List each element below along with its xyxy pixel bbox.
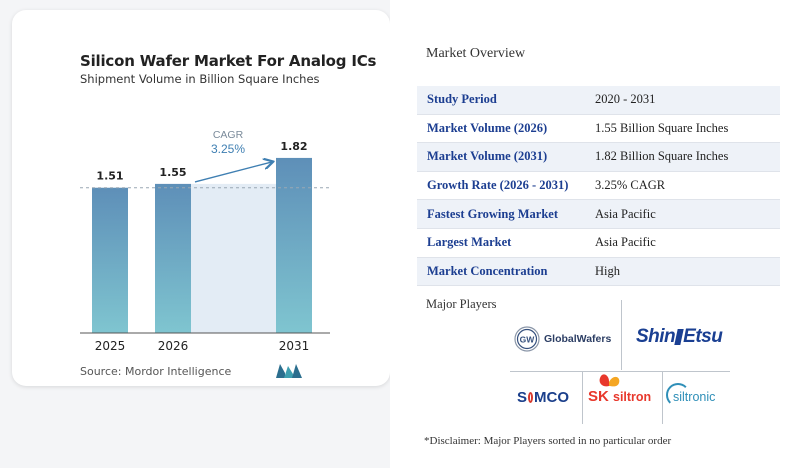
source-text: Source: Mordor Intelligence [80, 365, 232, 378]
row-value: 1.82 Billion Square Inches [595, 149, 729, 164]
category-tick-label: 2025 [95, 339, 126, 353]
row-value: High [595, 263, 620, 278]
row-label: Fastest Growing Market [427, 206, 558, 221]
row-value: 2020 - 2031 [595, 92, 656, 107]
table-row: Market Volume (2031) 1.82 Billion Square… [417, 143, 780, 172]
shinetsu-logo: Shin Etsu [636, 326, 723, 348]
row-label: Largest Market [427, 235, 512, 250]
category-tick-label: 2026 [158, 339, 189, 353]
globalwafers-logo: GW GlobalWafers [514, 326, 611, 352]
disclaimer-text: *Disclaimer: Major Players sorted in no … [424, 435, 672, 447]
table-row: Study Period 2020 - 2031 [417, 86, 780, 115]
svg-text:GW: GW [520, 335, 536, 345]
shinetsu-part2: Etsu [683, 326, 723, 347]
bar-value-label: 1.55 [159, 166, 186, 179]
sksiltron-logo: SK siltron [588, 372, 658, 412]
row-label: Market Volume (2026) [427, 120, 548, 135]
globalwafers-name: GlobalWafers [544, 333, 612, 345]
row-label: Market Concentration [427, 263, 548, 278]
sumco-logo: S MCO [517, 389, 569, 406]
mordor-intelligence-logo-icon [276, 364, 302, 383]
sumco-ring-icon [528, 392, 534, 403]
table-row: Market Concentration High [417, 257, 780, 287]
overview-panel [390, 0, 800, 468]
sumco-s: S [517, 389, 528, 406]
cagr-arrow [194, 162, 272, 183]
divider [621, 300, 622, 370]
bar-2025 [92, 187, 128, 333]
bar-2026 [155, 183, 191, 333]
row-value: 3.25% CAGR [595, 178, 666, 193]
overview-table: Study Period 2020 - 2031 Market Volume (… [417, 86, 780, 287]
shinetsu-part1: Shin [636, 326, 676, 347]
cagr-label: CAGR [213, 129, 244, 141]
divider [582, 372, 583, 424]
category-tick-label: 2031 [279, 339, 310, 353]
chart-title: Silicon Wafer Market For Analog ICs [80, 52, 377, 70]
cagr-value: 3.25% [211, 142, 245, 156]
bar-value-label: 1.82 [280, 140, 307, 153]
growth-band [191, 183, 276, 333]
sumco-rest: MCO [534, 389, 570, 406]
bar-2031 [276, 157, 312, 333]
divider [510, 371, 730, 372]
market-overview-title: Market Overview [426, 46, 526, 61]
row-label: Growth Rate (2026 - 2031) [427, 178, 569, 193]
table-row: Market Volume (2026) 1.55 Billion Square… [417, 115, 780, 144]
row-value: Asia Pacific [595, 206, 656, 221]
siltronic-logo: siltronic [666, 383, 716, 408]
siltronic-arc-icon [666, 383, 690, 407]
row-label: Study Period [427, 92, 497, 107]
globalwafers-badge-icon: GW [514, 326, 540, 352]
sk-butterfly-icon [599, 374, 620, 387]
row-value: Asia Pacific [595, 235, 656, 250]
major-players-title: Major Players [426, 297, 497, 311]
siltron-text: siltron [613, 390, 652, 404]
table-row: Fastest Growing Market Asia Pacific [417, 200, 780, 229]
bar-chart: 1.51 2025 1.55 2026 1.82 2031 CAGR 3.25% [80, 129, 330, 353]
bar-value-label: 1.51 [96, 170, 123, 183]
table-row: Growth Rate (2026 - 2031) 3.25% CAGR [417, 172, 780, 201]
siltronic-name: siltronic [673, 390, 716, 404]
row-label: Market Volume (2031) [427, 149, 548, 164]
sk-text: SK [588, 388, 609, 405]
chart-subtitle: Shipment Volume in Billion Square Inches [80, 72, 320, 86]
divider [662, 372, 663, 424]
table-row: Largest Market Asia Pacific [417, 229, 780, 258]
row-value: 1.55 Billion Square Inches [595, 120, 729, 135]
